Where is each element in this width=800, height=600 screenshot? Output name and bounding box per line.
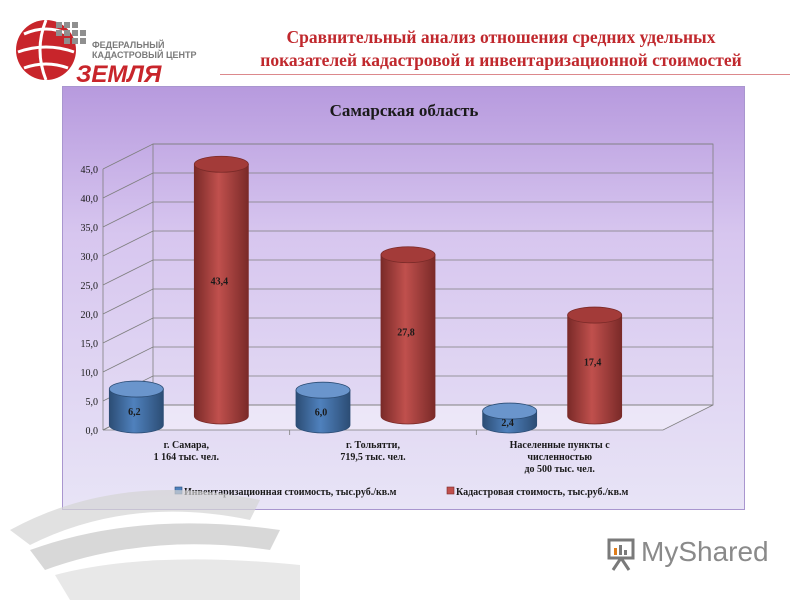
globe-decoration — [10, 490, 300, 600]
bar-top-1-2 — [567, 306, 623, 324]
logo-word: ЗЕМЛЯ — [76, 61, 162, 86]
brand-rest: Shared — [678, 536, 769, 567]
myshared-brand: MyShared — [605, 536, 769, 576]
bar-top-0-2 — [482, 402, 538, 420]
category-label: г. Самара, — [164, 440, 210, 451]
bar-1-2 — [567, 314, 623, 425]
bar-top-1-0 — [193, 155, 249, 173]
gridline — [102, 288, 713, 315]
gridline — [102, 172, 713, 199]
y-tick-label: 15,0 — [81, 339, 99, 350]
data-label: 17,4 — [584, 358, 602, 369]
gridline — [102, 143, 713, 170]
zemlya-logo: ФЕДЕРАЛЬНЫЙ КАДАСТРОВЫЙ ЦЕНТР ЗЕМЛЯ — [16, 19, 197, 86]
y-tick-label: 30,0 — [81, 252, 99, 263]
y-tick-label: 20,0 — [81, 310, 99, 321]
bar-1-1 — [380, 254, 436, 425]
data-label: 6,2 — [128, 407, 141, 418]
bar-top-0-0 — [108, 380, 164, 398]
category-label: численностью — [527, 452, 592, 463]
gridline — [102, 230, 713, 257]
legend-label-1: Кадастровая стоимость, тыс.руб./кв.м — [456, 487, 628, 498]
category-label: 1 164 тыс. чел. — [154, 452, 220, 463]
bar-top-0-1 — [295, 381, 351, 399]
brand-text: MyShared — [641, 536, 769, 568]
y-tick-label: 40,0 — [81, 194, 99, 205]
title-divider — [220, 74, 790, 75]
y-tick-label: 25,0 — [81, 281, 99, 292]
presentation-icon — [607, 538, 635, 571]
y-tick-label: 45,0 — [81, 165, 99, 176]
y-tick-label: 10,0 — [81, 368, 99, 379]
data-label: 2,4 — [501, 418, 513, 429]
slide-title: Сравнительный анализ отношения средних у… — [212, 26, 790, 72]
brand-main: My — [641, 536, 679, 567]
chart: Самарская область 0,0 5,0 10,0 15,0 20,0 25,0 3… — [81, 101, 714, 498]
category-label: 719,5 тыс. чел. — [340, 452, 406, 463]
bar-top-1-1 — [380, 246, 436, 264]
category-label: г. Тольятти, — [346, 440, 400, 451]
bar-0-1 — [295, 389, 351, 434]
y-tick-label: 5,0 — [86, 397, 99, 408]
bar-1-0 — [193, 163, 249, 425]
data-label: 43,4 — [211, 276, 229, 287]
logo-line2: КАДАСТРОВЫЙ ЦЕНТР — [92, 49, 197, 60]
bar-0-0 — [108, 388, 164, 434]
gridline — [102, 346, 713, 373]
title-line-2: показателей кадастровой и инвентаризацио… — [260, 50, 742, 70]
chart-panel: Самарская область 0,0 5,0 10,0 15,0 20,0 25,0 3… — [62, 86, 745, 510]
y-tick-label: 35,0 — [81, 223, 99, 234]
gridline — [102, 201, 713, 228]
title-line-1: Сравнительный анализ отношения средних у… — [286, 27, 716, 47]
legend-swatch-1 — [446, 486, 455, 495]
y-tick-label: 0,0 — [86, 426, 99, 437]
data-label: 6,0 — [315, 408, 328, 419]
gridline — [102, 259, 713, 286]
logo-line1: ФЕДЕРАЛЬНЫЙ — [92, 39, 164, 50]
legend-label-0: Инвентаризационная стоимость, тыс.руб./к… — [184, 487, 397, 498]
gridline — [102, 317, 713, 344]
chart-title: Самарская область — [330, 101, 479, 120]
category-label: до 500 тыс. чел. — [524, 464, 595, 475]
category-label: Населенные пункты с — [510, 440, 611, 451]
data-label: 27,8 — [397, 327, 415, 338]
